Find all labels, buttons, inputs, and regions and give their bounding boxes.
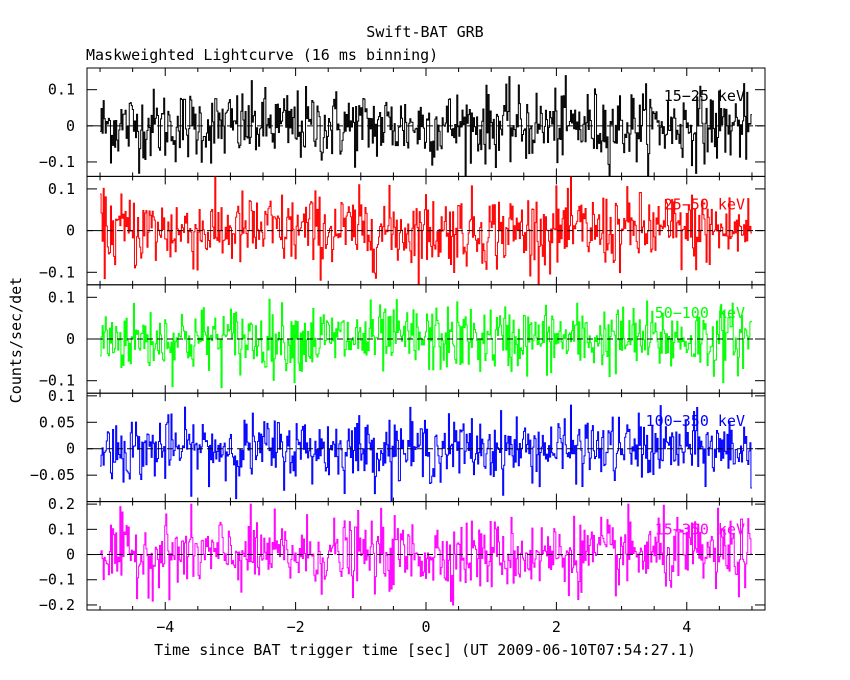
series-line-1: [100, 75, 752, 177]
energy-band-label: 15−350 keV: [655, 521, 745, 539]
y-tick-label: 0: [66, 117, 75, 135]
panel-2: 0.1 0 −0.1 25−50 keV: [39, 175, 766, 286]
y-tick-label: 0.1: [48, 180, 75, 198]
x-tick-label: 4: [682, 618, 691, 636]
series-line-5: [100, 503, 752, 606]
y-tick-label: −0.1: [39, 153, 75, 171]
y-tick-label: 0.1: [48, 520, 75, 538]
x-axis-label: Time since BAT trigger time [sec] (UT 20…: [154, 641, 696, 659]
y-tick-label: 0.2: [48, 495, 75, 513]
y-tick-label: −0.2: [39, 596, 75, 614]
y-tick-label: −0.1: [39, 263, 75, 281]
y-tick-label: 0.1: [48, 288, 75, 306]
panel-1: 0.1 0 −0.1 15−25 keV: [39, 67, 766, 177]
energy-band-label: 100−350 keV: [646, 412, 745, 430]
y-tick-label: −0.1: [39, 372, 75, 390]
y-axis-label: Counts/sec/det: [7, 277, 25, 403]
x-tick-label: −4: [156, 618, 174, 636]
y-tick-label: 0.05: [39, 413, 75, 431]
y-tick-label: 0: [66, 546, 75, 564]
energy-band-label: 50−100 keV: [655, 304, 745, 322]
series-line-3: [100, 298, 752, 389]
chart-subtitle: Maskweighted Lightcurve (16 ms binning): [86, 46, 438, 64]
panels-group: 0.1 0 −0.1 15−25 keV 0.1 0 −0.1 25−50 keV 0.1 0 −0…: [30, 67, 766, 636]
energy-band-label: 25−50 keV: [664, 195, 745, 213]
y-tick-label: −0.1: [39, 571, 75, 589]
energy-band-label: 15−25 keV: [664, 87, 745, 105]
x-tick-label: −2: [287, 618, 305, 636]
y-tick-label: 0: [66, 440, 75, 458]
x-tick-label: 0: [421, 618, 430, 636]
chart-title: Swift-BAT GRB: [366, 23, 483, 41]
panel-4: 0.1 0.05 0 −0.05 100−350 keV: [30, 387, 766, 503]
series-line-4: [100, 404, 752, 502]
series-line-2: [100, 176, 752, 285]
y-tick-label: −0.05: [30, 466, 75, 484]
y-tick-label: 0.1: [48, 387, 75, 405]
y-tick-label: 0: [66, 222, 75, 240]
panel-5: 0.2 0.1 0 −0.1 −0.2 15−350 keV: [39, 495, 766, 614]
x-tick-label: 2: [552, 618, 561, 636]
y-tick-label: 0: [66, 330, 75, 348]
y-tick-label: 0.1: [48, 81, 75, 99]
